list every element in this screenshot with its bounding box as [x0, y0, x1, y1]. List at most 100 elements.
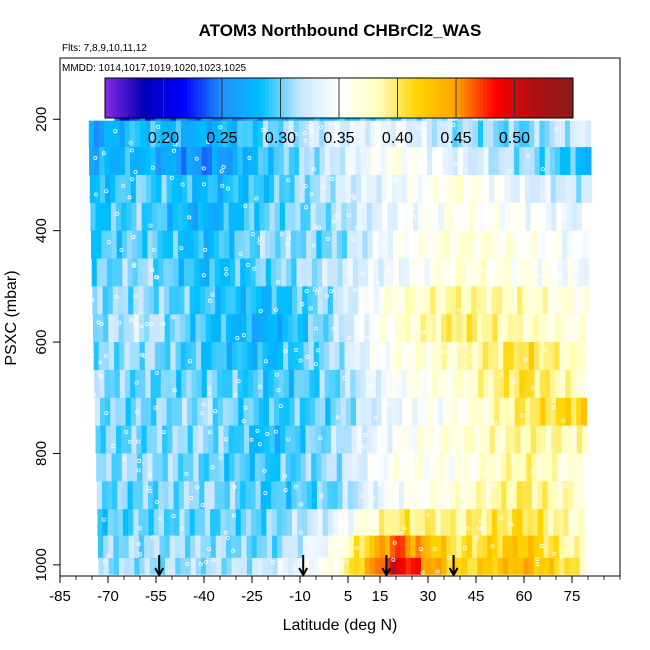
heatmap-cell — [526, 230, 532, 259]
colorbar-segment — [292, 78, 297, 118]
sample-point — [313, 326, 318, 331]
heatmap-cell — [540, 425, 547, 454]
heatmap-cell — [541, 230, 548, 259]
heatmap-cell — [164, 535, 171, 559]
heatmap-cell — [149, 535, 155, 559]
heatmap-cell — [508, 369, 515, 399]
heatmap-cell — [430, 286, 436, 315]
heatmap-cell — [414, 481, 420, 510]
heatmap-cell — [487, 314, 493, 343]
sample-point — [519, 219, 524, 224]
heatmap-cell — [408, 453, 415, 482]
heatmap-cell — [375, 147, 382, 176]
colorbar-segment — [124, 78, 129, 118]
heatmap-cell — [460, 509, 467, 537]
heatmap-cell — [383, 481, 390, 510]
sample-point — [282, 473, 287, 478]
heatmap-cell — [478, 397, 485, 427]
heatmap-cell — [194, 258, 200, 287]
sample-point — [127, 195, 132, 200]
heatmap-cell — [336, 230, 343, 259]
heatmap-cell — [496, 509, 503, 537]
heatmap-cell — [350, 174, 357, 204]
heatmap-cell — [350, 147, 356, 176]
heatmap-cell — [171, 369, 177, 399]
heatmap-cell — [340, 369, 346, 399]
heatmap-cell — [230, 286, 237, 315]
heatmap-cell — [226, 557, 233, 575]
heatmap-cell — [102, 286, 109, 315]
heatmap-cell — [512, 509, 518, 537]
heatmap-cell — [388, 230, 394, 259]
heatmap-cell — [407, 174, 413, 204]
heatmap-cell — [181, 174, 188, 204]
sample-point — [551, 405, 556, 410]
heatmap-cell — [487, 557, 494, 575]
heatmap-cell — [117, 258, 123, 287]
heatmap-cell — [273, 147, 280, 176]
heatmap-cell — [354, 535, 360, 559]
sample-point — [172, 388, 177, 393]
heatmap-cell — [103, 342, 110, 371]
heatmap-cell — [340, 397, 347, 427]
heatmap-cell — [242, 147, 249, 176]
heatmap-cell — [382, 230, 389, 259]
heatmap-cell — [410, 535, 417, 559]
heatmap-cell — [171, 147, 177, 176]
heatmap-cell — [460, 258, 467, 287]
heatmap-cell — [107, 481, 113, 510]
heatmap-cell — [501, 509, 508, 537]
sample-point — [129, 148, 134, 153]
sample-point — [136, 439, 141, 444]
heatmap-cell — [364, 535, 370, 559]
heatmap-cell — [246, 557, 253, 575]
heatmap-cell — [220, 535, 227, 559]
heatmap-cell — [490, 453, 497, 482]
heatmap-cell — [225, 286, 232, 315]
sample-point — [102, 559, 107, 564]
heatmap-cell — [576, 174, 582, 204]
colorbar-segment — [280, 78, 285, 118]
heatmap-cell — [114, 369, 121, 399]
heatmap-cell — [110, 202, 117, 232]
heatmap-cell — [269, 202, 276, 232]
heatmap-cell — [283, 147, 290, 176]
colorbar-tick-label: 0.20 — [148, 130, 179, 147]
heatmap-cell — [142, 481, 149, 510]
sample-point — [273, 307, 278, 312]
heatmap-cell — [378, 481, 385, 510]
heatmap-cell — [183, 481, 190, 510]
heatmap-cell — [560, 174, 567, 204]
sample-point — [368, 383, 373, 388]
heatmap-cell — [242, 369, 249, 399]
sample-point — [556, 242, 561, 247]
sample-point — [117, 320, 122, 325]
heatmap-cell — [110, 425, 117, 454]
heatmap-cell — [454, 230, 461, 259]
heatmap-cell — [214, 481, 221, 510]
heatmap-cell — [416, 120, 423, 148]
heatmap-cell — [111, 230, 118, 259]
heatmap-cell — [118, 557, 125, 575]
heatmap-cell — [568, 509, 575, 537]
heatmap-cell — [465, 481, 472, 510]
sample-point — [330, 176, 335, 181]
heatmap-cell — [302, 535, 309, 559]
sample-point — [265, 431, 270, 436]
heatmap-cell — [272, 535, 278, 559]
heatmap-cell — [380, 557, 386, 575]
heatmap-cell — [580, 147, 587, 176]
heatmap-cell — [143, 509, 150, 537]
heatmap-cell — [213, 425, 219, 454]
sample-point — [134, 409, 139, 414]
colorbar-segment — [257, 78, 262, 118]
sample-point — [257, 240, 262, 245]
heatmap-cell — [569, 314, 575, 343]
heatmap-cell — [309, 147, 315, 176]
heatmap-cell — [124, 369, 131, 399]
heatmap-cell — [402, 202, 409, 232]
sample-point — [113, 129, 118, 134]
sample-point — [396, 323, 401, 328]
heatmap-cell — [180, 314, 186, 343]
colorbar-segment — [249, 78, 254, 118]
